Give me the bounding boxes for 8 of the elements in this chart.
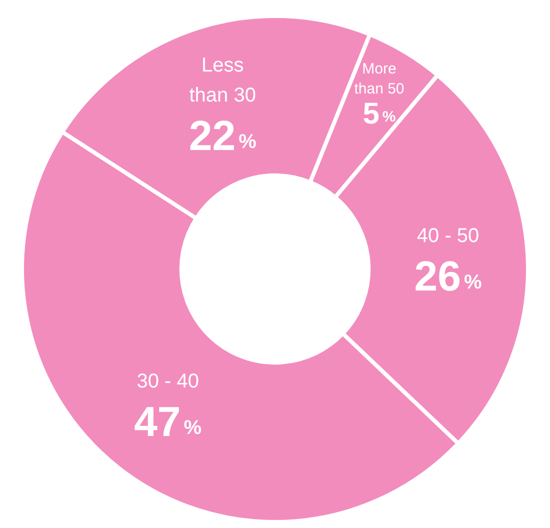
slice-label: 40 - 50 xyxy=(416,224,480,247)
data-label: 22% xyxy=(188,112,257,159)
slice-label: 30 - 40 xyxy=(136,370,199,393)
data-label: 47% xyxy=(134,398,202,446)
slice-label: More than 50 xyxy=(354,60,404,98)
data-label: 26% xyxy=(414,252,482,300)
data-label: 5% xyxy=(362,98,396,131)
slice-label: Less than 30 xyxy=(189,54,256,106)
